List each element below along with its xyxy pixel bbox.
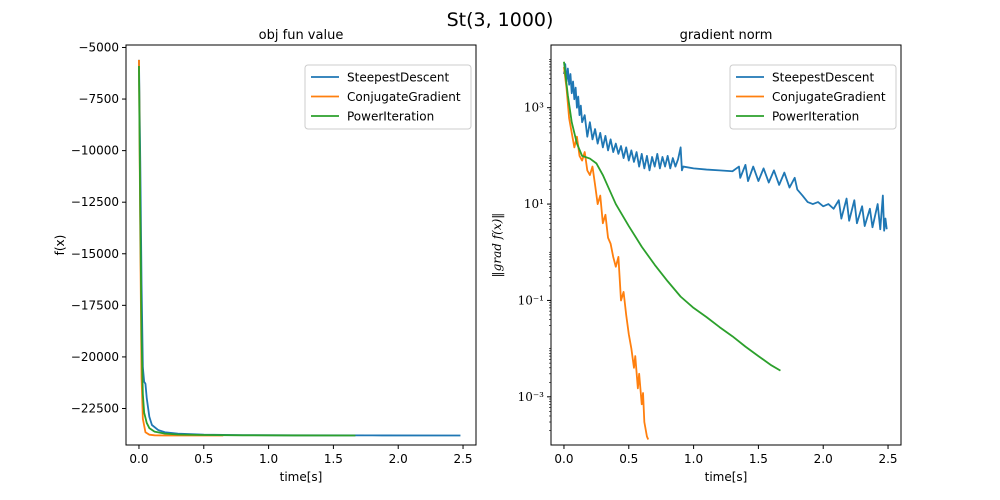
y-axis-label: f(x) <box>53 235 67 256</box>
y-tick-label: 10¹ <box>524 197 544 211</box>
x-axis-label: time[s] <box>705 470 748 484</box>
x-tick-label: 1.5 <box>749 452 768 466</box>
legend-label-conjugate-gradient: ConjugateGradient <box>772 90 886 104</box>
y-tick-label: −5000 <box>78 40 119 54</box>
subplot-title: obj fun value <box>259 28 344 43</box>
series-group <box>563 61 888 440</box>
y-tick-label: 10⁻¹ <box>518 293 544 307</box>
x-tick-label: 0.0 <box>554 452 573 466</box>
y-tick-label: −22500 <box>71 401 119 415</box>
y-tick-label: 10⁻³ <box>518 390 545 404</box>
series-line-conjugate-gradient <box>563 66 650 440</box>
legend-label-conjugate-gradient: ConjugateGradient <box>347 90 461 104</box>
legend-box <box>729 64 897 130</box>
x-tick-label: 2.0 <box>389 452 408 466</box>
series-group <box>138 59 461 437</box>
subplot-title: gradient norm <box>680 28 773 43</box>
y-tick-label: −20000 <box>71 350 119 364</box>
x-tick-label: 1.0 <box>259 452 278 466</box>
x-tick-label: 2.5 <box>878 452 897 466</box>
figure-suptitle: St(3, 1000) <box>447 9 554 31</box>
legend-label-steepest-descent: SteepestDescent <box>347 71 450 85</box>
x-tick-label: 2.0 <box>814 452 833 466</box>
x-tick-label: 0.5 <box>194 452 213 466</box>
legend-box <box>304 64 472 130</box>
x-tick-label: 0.0 <box>129 452 148 466</box>
legend-label-power-iteration: PowerIteration <box>347 110 434 124</box>
x-axis-label: time[s] <box>280 470 323 484</box>
y-tick-label: −15000 <box>71 247 119 261</box>
y-tick-label: −7500 <box>78 92 119 106</box>
y-tick-label: −12500 <box>71 195 119 209</box>
axes-frame <box>550 44 902 446</box>
x-tick-label: 0.5 <box>619 452 638 466</box>
series-line-power-iteration <box>563 61 781 372</box>
legend: SteepestDescent ConjugateGradient PowerIte… <box>304 64 472 130</box>
x-tick-label: 1.0 <box>684 452 703 466</box>
x-tick-label: 2.5 <box>453 452 472 466</box>
y-tick-label: 10³ <box>524 101 544 115</box>
series-line-power-iteration <box>138 66 356 437</box>
series-line-steepest-descent <box>563 63 888 232</box>
x-tick-label: 1.5 <box>324 452 343 466</box>
axes-frame <box>125 44 477 446</box>
legend: SteepestDescent ConjugateGradient PowerIte… <box>729 64 897 130</box>
subplot-2: 0.0 0.5 1.0 1.5 2.0 2.5 10³ 10¹ 10⁻¹ 10⁻³ gradient… <box>490 28 902 484</box>
y-tick-label: −10000 <box>71 144 119 158</box>
subplot-1: 0.0 0.5 1.0 1.5 2.0 2.5 −5000 −7500 −10000 −12500… <box>53 28 477 484</box>
y-tick-label: −17500 <box>71 298 119 312</box>
y-axis-label: ‖grad f(x)‖ <box>490 213 504 278</box>
legend-label-steepest-descent: SteepestDescent <box>772 71 875 85</box>
legend-label-power-iteration: PowerIteration <box>772 110 859 124</box>
